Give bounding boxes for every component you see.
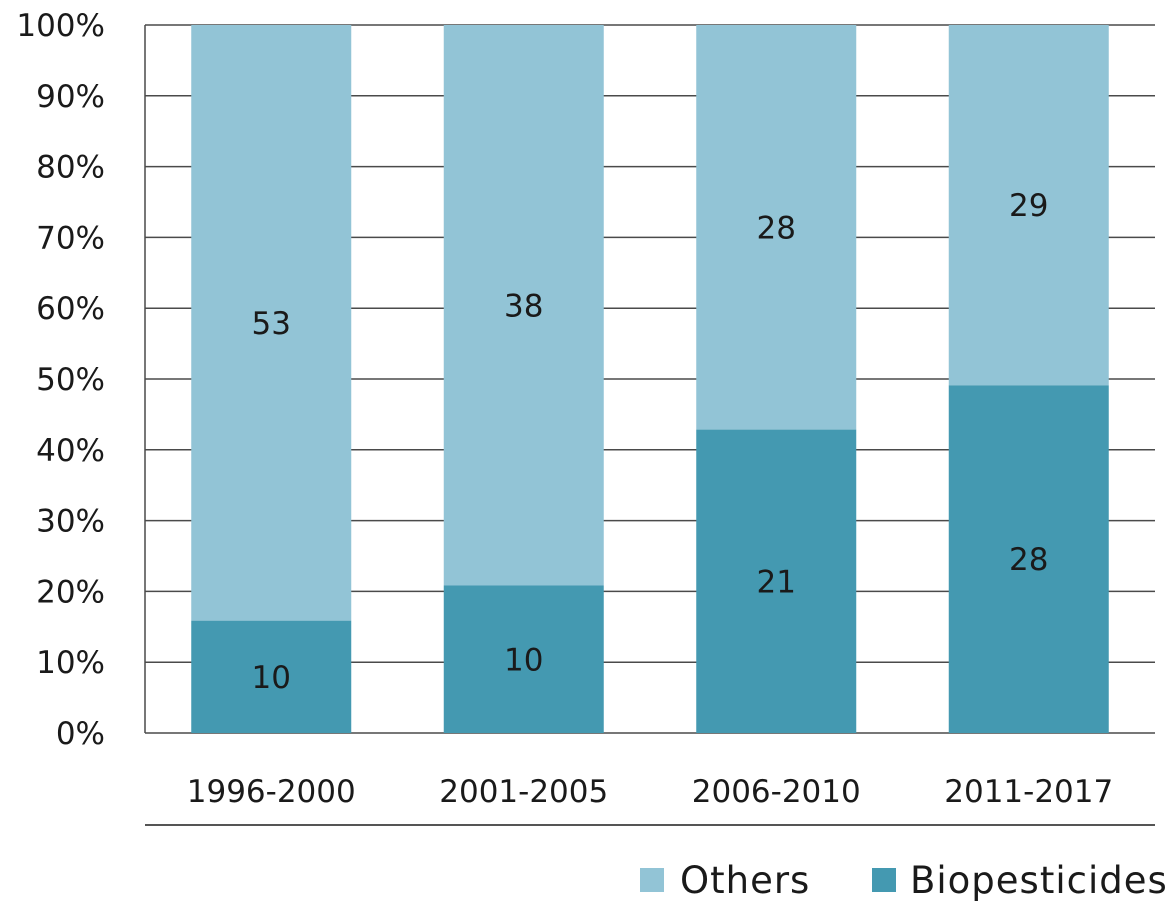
y-tick-label: 70% [36,220,105,256]
bar-segment-others [191,25,352,621]
data-labels: 10 53 10 38 21 28 28 29 [252,188,1049,696]
bars [191,25,1109,733]
x-axis-category-labels: 1996-2000 2001-2005 2006-2010 2011-2017 [187,774,1113,810]
legend-swatch-biopesticides [872,868,896,892]
legend-swatch-others [640,868,664,892]
bar-segment-others [948,25,1109,386]
bar-segment-biopesticides [696,429,857,733]
x-category-label: 2006-2010 [692,774,861,810]
y-axis-tick-labels: 0% 10% 20% 30% 40% 50% 60% 70% 80% 90% 100% [16,8,105,752]
bar-segment-biopesticides [443,585,604,733]
y-tick-label: 60% [36,291,105,327]
data-label: 28 [757,210,796,246]
y-tick-label: 30% [36,504,105,540]
x-category-label: 1996-2000 [187,774,356,810]
bar-segment-others [443,25,604,586]
x-category-label: 2011-2017 [944,774,1113,810]
data-label: 10 [252,660,291,696]
legend: Others Biopesticides [640,859,1165,902]
y-tick-label: 50% [36,362,105,398]
x-category-label: 2001-2005 [439,774,608,810]
legend-label-others: Others [680,859,810,902]
bar-segment-biopesticides [948,385,1109,733]
data-label: 29 [1009,188,1048,224]
y-tick-label: 10% [36,645,105,681]
bar-segment-others [696,25,857,430]
y-tick-label: 20% [36,574,105,610]
data-label: 53 [252,306,291,342]
legend-label-biopesticides: Biopesticides [910,859,1165,902]
data-label: 10 [504,642,543,678]
data-label: 38 [504,288,543,324]
y-tick-label: 0% [56,716,105,752]
data-label: 21 [757,564,796,600]
y-tick-label: 80% [36,150,105,186]
y-tick-label: 40% [36,433,105,469]
data-label: 28 [1009,542,1048,578]
bar-segment-biopesticides [191,620,352,733]
y-tick-label: 90% [36,79,105,115]
y-tick-label: 100% [16,8,105,44]
